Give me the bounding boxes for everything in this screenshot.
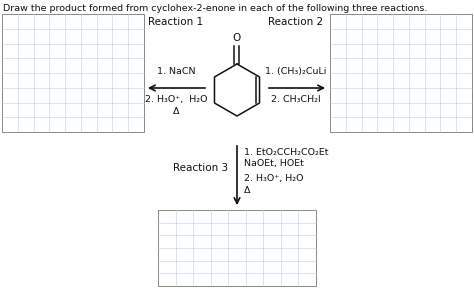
Text: 1. NaCN: 1. NaCN [157, 67, 195, 76]
Text: Reaction 1: Reaction 1 [148, 17, 203, 27]
Text: Δ: Δ [244, 186, 250, 195]
Text: Reaction 3: Reaction 3 [173, 163, 228, 173]
Text: 2. H₃O⁺, H₂O: 2. H₃O⁺, H₂O [244, 174, 303, 183]
Text: O: O [233, 33, 241, 43]
Text: Reaction 2: Reaction 2 [268, 17, 324, 27]
Text: Draw the product formed from cyclohex-2-enone in each of the following three rea: Draw the product formed from cyclohex-2-… [3, 4, 428, 13]
Bar [330, 14, 472, 132]
Bar [158, 210, 316, 286]
Text: Δ: Δ [173, 107, 179, 116]
Text: 2. H₃O⁺,  H₂O: 2. H₃O⁺, H₂O [145, 95, 207, 104]
Text: 1. (CH₃)₂CuLi: 1. (CH₃)₂CuLi [265, 67, 327, 76]
Bar [2, 14, 144, 132]
Text: 1. EtO₂CCH₂CO₂Et: 1. EtO₂CCH₂CO₂Et [244, 148, 328, 157]
Text: NaOEt, HOEt: NaOEt, HOEt [244, 159, 304, 168]
Text: 2. CH₃CH₂I: 2. CH₃CH₂I [271, 95, 321, 104]
